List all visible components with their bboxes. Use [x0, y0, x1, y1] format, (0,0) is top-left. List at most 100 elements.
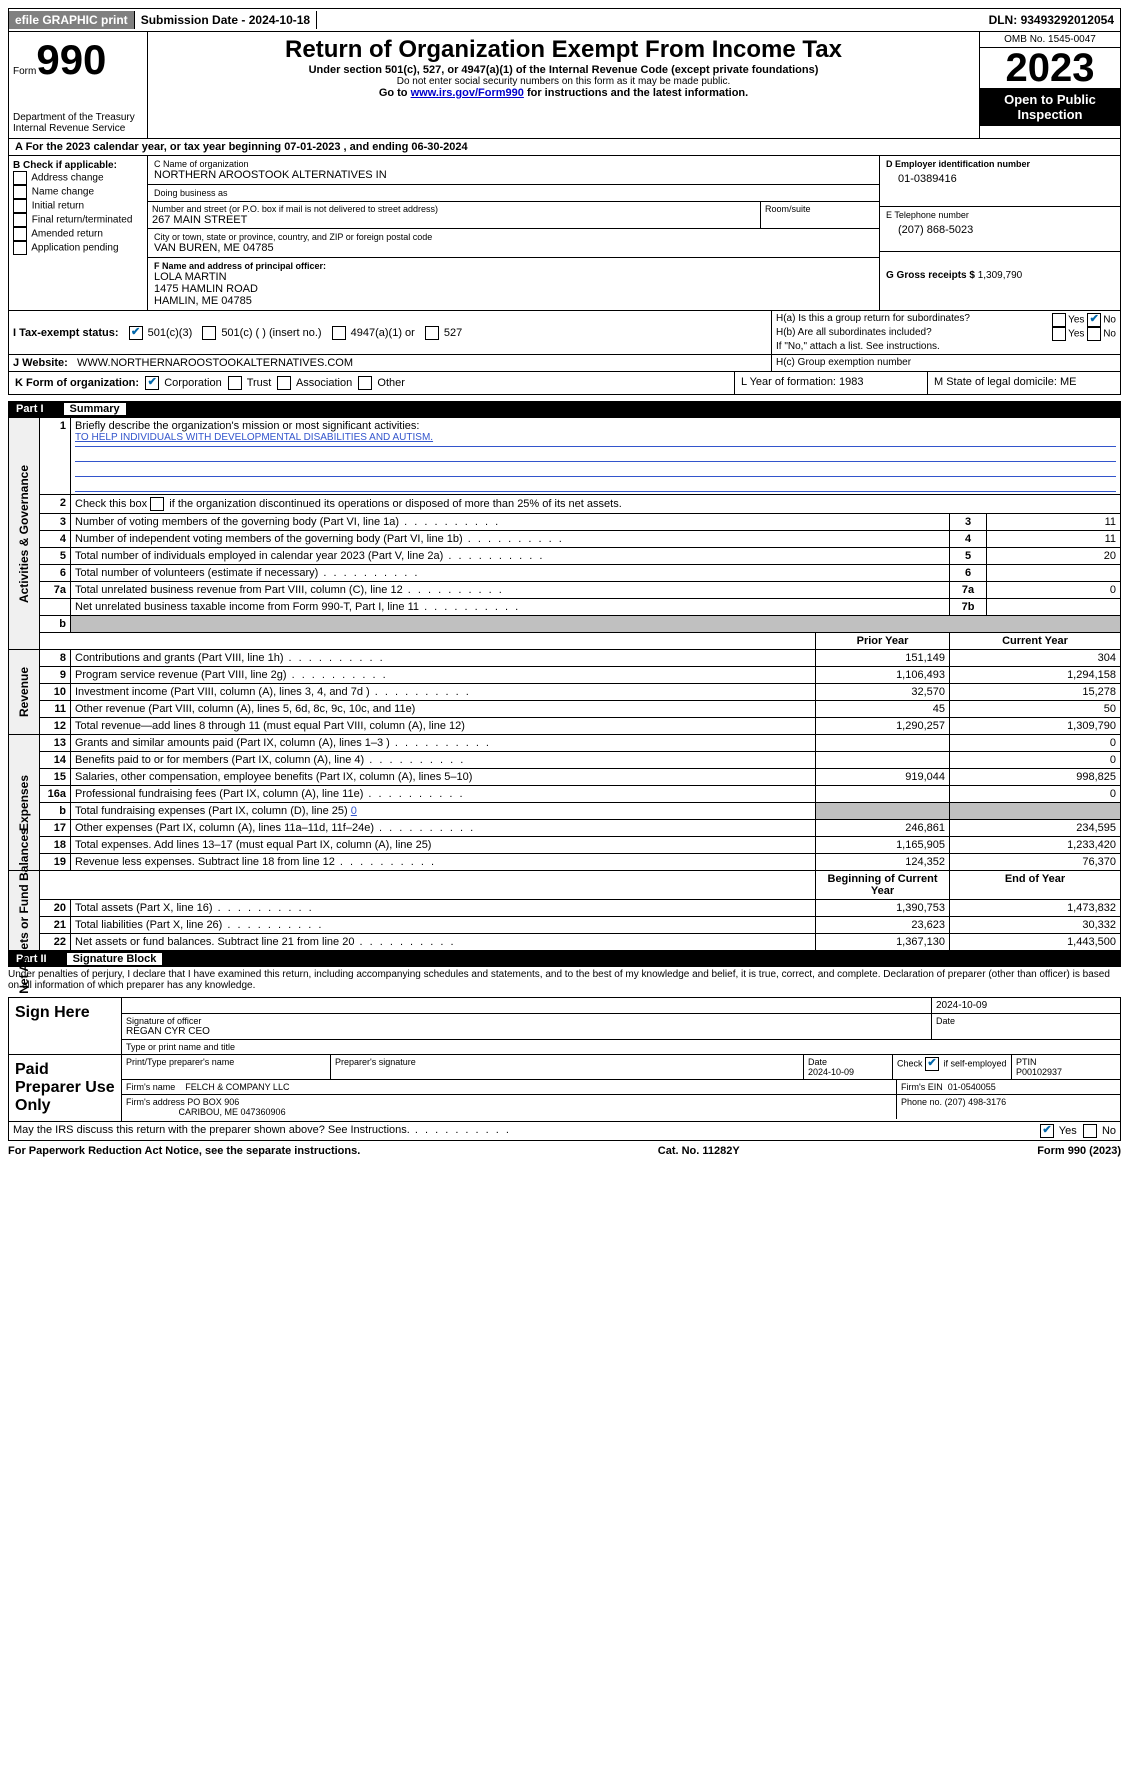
street-value: 267 MAIN STREET: [152, 214, 756, 226]
efile-tag[interactable]: efile GRAPHIC print: [9, 11, 135, 29]
gov-row: Number of independent voting members of …: [71, 531, 950, 548]
paid-preparer-label: Paid Preparer Use Only: [9, 1055, 122, 1121]
form-title: Return of Organization Exempt From Incom…: [152, 36, 975, 64]
row-j: J Website: WWW.NORTHERNAROOSTOOKALTERNAT…: [8, 355, 1121, 372]
officer-city: HAMLIN, ME 04785: [154, 295, 873, 307]
signature-block: Sign Here 2024-10-09 Signature of office…: [8, 997, 1121, 1141]
room-label: Room/suite: [765, 204, 875, 214]
rev-row: Program service revenue (Part VIII, line…: [71, 667, 816, 684]
chk-name-change[interactable]: Name change: [13, 185, 143, 199]
part-1-header: Part I Summary: [8, 401, 1121, 417]
h-b-note: If "No," attach a list. See instructions…: [776, 341, 1116, 352]
top-bar: efile GRAPHIC print Submission Date - 20…: [8, 8, 1121, 32]
exp-row: Grants and similar amounts paid (Part IX…: [71, 735, 816, 752]
gov-row: Total unrelated business revenue from Pa…: [71, 582, 950, 599]
side-revenue: Revenue: [17, 667, 31, 717]
chk-address-change[interactable]: Address change: [13, 171, 143, 185]
hdr-begin: Beginning of Current Year: [816, 871, 950, 900]
chk-4947[interactable]: 4947(a)(1) or: [332, 326, 415, 340]
public-inspection-badge: Open to Public Inspection: [980, 88, 1120, 126]
org-info-block: B Check if applicable: Address change Na…: [8, 156, 1121, 311]
prep-date: 2024-10-09: [808, 1067, 854, 1077]
treasury-dept: Department of the Treasury Internal Reve…: [13, 112, 143, 134]
dln: DLN: 93493292012054: [983, 11, 1120, 29]
hdr-end: End of Year: [950, 871, 1121, 900]
form-number: 990: [36, 36, 106, 83]
state-domicile: M State of legal domicile: ME: [928, 372, 1120, 394]
exp-row-16b: Total fundraising expenses (Part IX, col…: [71, 803, 816, 820]
chk-501c[interactable]: 501(c) ( ) (insert no.): [202, 326, 321, 340]
ein-label: D Employer identification number: [886, 159, 1114, 169]
form-subtitle: Under section 501(c), 527, or 4947(a)(1)…: [152, 64, 975, 76]
discuss-yes[interactable]: Yes: [1040, 1124, 1077, 1138]
city-label: City or town, state or province, country…: [154, 232, 873, 242]
h-b-yes[interactable]: Yes: [1052, 327, 1084, 341]
hdr-prior: Prior Year: [816, 633, 950, 650]
firm-name: FELCH & COMPANY LLC: [185, 1082, 289, 1092]
chk-corp[interactable]: Corporation: [145, 377, 222, 389]
exp-row: Revenue less expenses. Subtract line 18 …: [71, 854, 816, 871]
type-name-label: Type or print name and title: [122, 1040, 1120, 1054]
year-formation: L Year of formation: 1983: [735, 372, 928, 394]
exp-row: Benefits paid to or for members (Part IX…: [71, 752, 816, 769]
firm-addr2: CARIBOU, ME 047360906: [179, 1107, 286, 1117]
chk-assoc[interactable]: Association: [277, 377, 352, 389]
h-b-question: H(b) Are all subordinates included?: [776, 327, 1052, 341]
chk-initial-return[interactable]: Initial return: [13, 199, 143, 213]
street-label: Number and street (or P.O. box if mail i…: [152, 204, 756, 214]
gross-value: 1,309,790: [978, 270, 1023, 281]
h-c-label: H(c) Group exemption number: [776, 357, 911, 368]
tax-year-line: A For the 2023 calendar year, or tax yea…: [8, 139, 1121, 156]
h-a-yes[interactable]: Yes: [1052, 313, 1084, 327]
rev-row: Total revenue—add lines 8 through 11 (mu…: [71, 718, 816, 735]
discuss-no[interactable]: No: [1083, 1124, 1116, 1138]
irs-link[interactable]: www.irs.gov/Form990: [411, 87, 524, 99]
officer-name: LOLA MARTIN: [154, 271, 873, 283]
chk-amended-return[interactable]: Amended return: [13, 227, 143, 241]
date-label: Date: [931, 1014, 1120, 1039]
exp-row: Other expenses (Part IX, column (A), lin…: [71, 820, 816, 837]
sign-here-label: Sign Here: [9, 998, 122, 1054]
row-k: K Form of organization: Corporation Trus…: [8, 372, 1121, 395]
ptin-value: P00102937: [1016, 1067, 1062, 1077]
officer-street: 1475 HAMLIN ROAD: [154, 283, 873, 295]
net-row: Total liabilities (Part X, line 26): [71, 917, 816, 934]
rev-row: Other revenue (Part VIII, column (A), li…: [71, 701, 816, 718]
summary-table: Activities & Governance 1 Briefly descri…: [8, 417, 1121, 951]
sig-officer-label: Signature of officer: [126, 1016, 927, 1026]
chk-527[interactable]: 527: [425, 326, 462, 340]
officer-sign-date: 2024-10-09: [931, 998, 1120, 1013]
chk-501c3[interactable]: 501(c)(3): [129, 326, 193, 340]
rev-row: Investment income (Part VIII, column (A)…: [71, 684, 816, 701]
chk-final-return[interactable]: Final return/terminated: [13, 213, 143, 227]
exp-row: Salaries, other compensation, employee b…: [71, 769, 816, 786]
chk-discontinued[interactable]: [150, 497, 164, 511]
gov-row: Number of voting members of the governin…: [71, 514, 950, 531]
side-expenses: Expenses: [17, 774, 31, 830]
side-governance: Activities & Governance: [17, 464, 31, 602]
chk-trust[interactable]: Trust: [228, 377, 272, 389]
footer-left: For Paperwork Reduction Act Notice, see …: [8, 1145, 360, 1157]
mission-text: TO HELP INDIVIDUALS WITH DEVELOPMENTAL D…: [75, 432, 1116, 447]
form-label: Form: [13, 66, 36, 77]
mission-label: Briefly describe the organization's miss…: [75, 420, 419, 432]
gov-row: Net unrelated business taxable income fr…: [71, 599, 950, 616]
self-employed-check[interactable]: Check if self-employed: [893, 1055, 1012, 1079]
page-footer: For Paperwork Reduction Act Notice, see …: [8, 1141, 1121, 1157]
h-a-no[interactable]: No: [1087, 313, 1116, 327]
gov-row: Total number of individuals employed in …: [71, 548, 950, 565]
part-2-header: Part II Signature Block: [8, 951, 1121, 967]
rev-row: Contributions and grants (Part VIII, lin…: [71, 650, 816, 667]
discuss-row: May the IRS discuss this return with the…: [9, 1122, 1120, 1140]
tax-exempt-label: I Tax-exempt status:: [13, 327, 119, 339]
q2-text: Check this box if the organization disco…: [71, 495, 1121, 514]
chk-other[interactable]: Other: [358, 377, 405, 389]
firm-phone: (207) 498-3176: [945, 1097, 1007, 1107]
footer-center: Cat. No. 11282Y: [658, 1145, 740, 1157]
exp-row: Total expenses. Add lines 13–17 (must eq…: [71, 837, 816, 854]
chk-application-pending[interactable]: Application pending: [13, 241, 143, 255]
h-b-no[interactable]: No: [1087, 327, 1116, 341]
phone-value: (207) 868-5023: [886, 220, 1114, 236]
officer-typed-name: REGAN CYR CEO: [126, 1026, 927, 1037]
gov-row: Total number of volunteers (estimate if …: [71, 565, 950, 582]
